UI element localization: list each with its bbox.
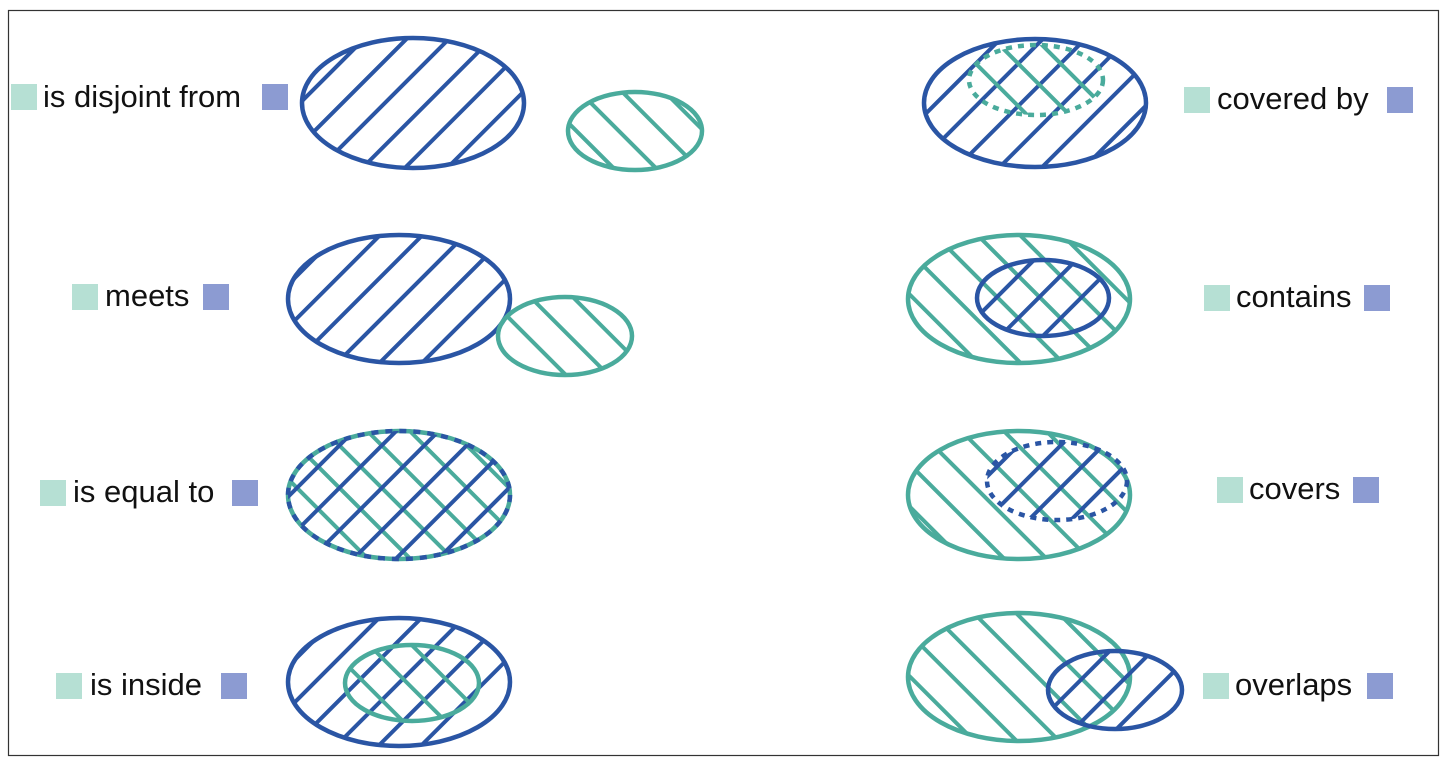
- relation-label: contains: [1236, 279, 1351, 314]
- blue-swatch: [1367, 673, 1393, 699]
- teal-region: [969, 45, 1103, 115]
- relation-label: overlaps: [1235, 667, 1352, 702]
- teal-swatch: [1204, 285, 1230, 311]
- teal-swatch: [1184, 87, 1210, 113]
- relation-covered-by: covered by: [924, 39, 1413, 167]
- relation-contains: contains: [908, 235, 1390, 363]
- teal-swatch: [56, 673, 82, 699]
- teal-swatch: [1203, 673, 1229, 699]
- blue-region: [302, 38, 524, 168]
- teal-region: [568, 92, 702, 170]
- blue-region: [987, 442, 1127, 520]
- teal-swatch: [40, 480, 66, 506]
- relation-label: covers: [1249, 471, 1340, 506]
- teal-region: [498, 297, 632, 375]
- relation-label: is equal to: [73, 474, 214, 509]
- blue-region: [977, 260, 1109, 336]
- blue-swatch: [1353, 477, 1379, 503]
- relation-meets: meets: [72, 235, 632, 375]
- relation-covers: covers: [908, 431, 1379, 559]
- relation-inside: is inside: [56, 618, 510, 746]
- blue-region: [1048, 651, 1182, 729]
- teal-region: [345, 645, 479, 721]
- teal-swatch: [72, 284, 98, 310]
- blue-swatch: [1364, 285, 1390, 311]
- relation-overlaps: overlaps: [908, 613, 1393, 741]
- blue-swatch: [221, 673, 247, 699]
- relation-label: is disjoint from: [43, 79, 241, 114]
- diagram-frame: [9, 11, 1439, 756]
- blue-swatch: [262, 84, 288, 110]
- teal-swatch: [1217, 477, 1243, 503]
- blue-swatch: [203, 284, 229, 310]
- relation-label: meets: [105, 278, 189, 313]
- relation-label: is inside: [90, 667, 202, 702]
- relation-label: covered by: [1217, 81, 1369, 116]
- blue-swatch: [1387, 87, 1413, 113]
- relation-disjoint: is disjoint from: [11, 38, 702, 170]
- relation-equal: is equal to: [40, 431, 510, 559]
- blue-swatch: [232, 480, 258, 506]
- blue-region: [288, 431, 510, 559]
- blue-region: [288, 235, 510, 363]
- teal-swatch: [11, 84, 37, 110]
